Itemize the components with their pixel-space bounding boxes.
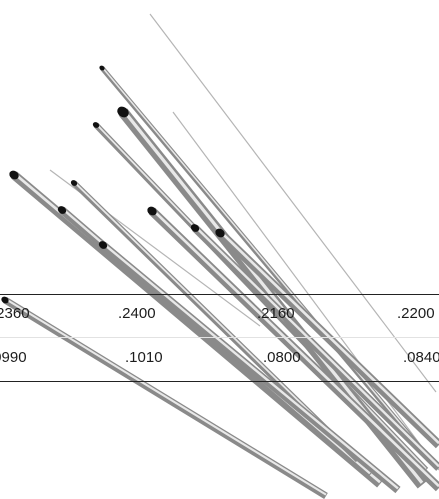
thin-wire-2 xyxy=(172,111,439,471)
tube-5 xyxy=(98,241,401,494)
table-cell-r1c1: .2360 xyxy=(0,305,30,322)
tube-1 xyxy=(1,296,328,499)
row-divider xyxy=(0,337,439,338)
table-cell-r1c4: .2200 xyxy=(397,305,435,322)
table-cell-r1c2: .2400 xyxy=(118,305,156,322)
tube-group xyxy=(1,65,439,499)
table-cell-r2c4: .0840 xyxy=(403,349,439,366)
tube-9 xyxy=(147,206,439,492)
table-cell-r2c3: .0800 xyxy=(263,349,301,366)
table-cell-r2c2: .1010 xyxy=(125,349,163,366)
tube-8 xyxy=(99,65,434,464)
thin-wire-1 xyxy=(149,13,437,393)
table-cell-r1c3: .2160 xyxy=(257,305,295,322)
tube-10 xyxy=(190,224,439,471)
